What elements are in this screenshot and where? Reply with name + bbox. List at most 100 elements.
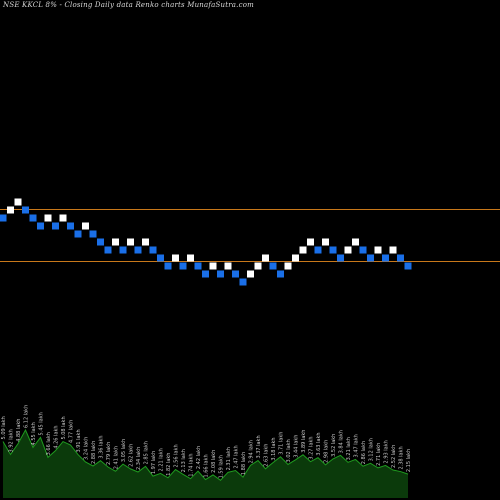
volume-label: 4.55 lakh	[31, 422, 37, 445]
volume-label: 3.84 lakh	[339, 430, 345, 453]
renko-brick-up	[247, 270, 254, 278]
renko-brick-down	[97, 238, 104, 246]
volume-label: 3.92 lakh	[9, 429, 15, 452]
volume-label: 1.97 lakh	[151, 451, 157, 474]
volume-label: 5.45 lakh	[39, 412, 45, 435]
renko-brick-down	[329, 246, 337, 254]
volume-label: 3.18 lakh	[271, 437, 277, 460]
volume-label: 3.47 lakh	[354, 434, 360, 457]
renko-brick-down	[397, 254, 404, 262]
renko-brick-up	[344, 246, 352, 254]
renko-brick-up	[127, 238, 134, 246]
volume-label: 2.93 lakh	[384, 440, 390, 463]
volume-label: 5.08 lakh	[61, 416, 67, 439]
renko-brick-up	[142, 238, 149, 246]
volume-label: 3.44 lakh	[294, 435, 300, 458]
volume-line	[2, 428, 409, 481]
volume-label: 2.98 lakh	[324, 440, 330, 463]
renko-brick-down	[37, 222, 44, 230]
volume-label: 3.66 lakh	[46, 432, 52, 455]
volume-label: 3.05 lakh	[121, 439, 127, 462]
renko-brick-down	[202, 270, 209, 278]
volume-label: 3.91 lakh	[76, 429, 82, 452]
volume-label: 2.13 lakh	[181, 449, 187, 472]
renko-brick-up	[14, 198, 22, 206]
renko-brick-up	[374, 246, 382, 254]
renko-brick-up	[209, 262, 217, 270]
renko-brick-down	[22, 206, 29, 214]
volume-label: 2.31 lakh	[226, 447, 232, 470]
renko-brick-up	[44, 214, 52, 222]
renko-brick-down	[179, 262, 187, 270]
volume-label: 2.71 lakh	[376, 443, 382, 466]
volume-label: 2.86 lakh	[361, 441, 367, 464]
renko-brick-up	[292, 254, 299, 262]
volume-label: 2.42 lakh	[196, 446, 202, 469]
volume-label: 1.59 lakh	[219, 455, 225, 478]
renko-brick-up	[187, 254, 194, 262]
renko-brick-up	[254, 262, 262, 270]
renko-brick-down	[0, 214, 7, 222]
volume-label: 3.52 lakh	[331, 434, 337, 457]
renko-brick-down	[67, 222, 74, 230]
renko-brick-up	[7, 206, 14, 214]
renko-brick-up	[224, 262, 232, 270]
volume-label: 2.34 lakh	[136, 447, 142, 470]
volume-label: 3.63 lakh	[316, 432, 322, 455]
volume-label: 1.66 lakh	[204, 454, 210, 477]
renko-brick-down	[104, 246, 112, 254]
renko-brick-down	[52, 222, 59, 230]
volume-label: 3.71 lakh	[279, 432, 285, 455]
volume-label: 2.47 lakh	[234, 445, 240, 468]
volume-label: 3.89 lakh	[301, 430, 307, 453]
renko-brick-up	[59, 214, 67, 222]
renko-brick-down	[232, 270, 239, 278]
renko-brick-up	[307, 238, 314, 246]
reference-lines	[0, 209, 500, 262]
renko-brick-down	[382, 254, 389, 262]
renko-brick-down	[134, 246, 142, 254]
renko-brick-down	[194, 262, 202, 270]
volume-area-fill	[3, 430, 408, 498]
renko-brick-up	[82, 222, 89, 230]
volume-label: 5.09 lakh	[1, 416, 7, 439]
volume-label: 4.77 lakh	[69, 420, 75, 443]
volume-label: 2.41 lakh	[114, 446, 120, 469]
volume-label: 3.24 lakh	[84, 437, 90, 460]
renko-brick-up	[112, 238, 119, 246]
renko-brick-up	[172, 254, 179, 262]
renko-brick-down	[239, 278, 247, 286]
renko-bricks	[0, 198, 412, 286]
renko-brick-down	[164, 262, 172, 270]
volume-label: 1.88 lakh	[241, 452, 247, 475]
renko-brick-down	[89, 230, 97, 238]
renko-brick-down	[359, 246, 367, 254]
volume-label: 2.38 lakh	[399, 446, 405, 469]
volume-label: 3.02 lakh	[286, 439, 292, 462]
volume-label: 1.74 lakh	[189, 453, 195, 476]
renko-brick-up	[284, 262, 292, 270]
volume-label: 2.63 lakh	[264, 444, 270, 467]
renko-brick-down	[157, 254, 164, 262]
volume-label: 2.62 lakh	[129, 444, 135, 467]
chart-title: NSE KKCL 8% - Closing Daily data Renko c…	[3, 1, 254, 9]
volume-label: 2.79 lakh	[106, 442, 112, 465]
volume-label: 2.94 lakh	[249, 440, 255, 463]
volume-label: 1.82 lakh	[166, 453, 172, 476]
volume-label: 2.88 lakh	[91, 441, 97, 464]
renko-brick-down	[367, 254, 374, 262]
volume-label: 2.56 lakh	[174, 444, 180, 467]
renko-brick-down	[149, 246, 157, 254]
volume-label: 3.21 lakh	[346, 437, 352, 460]
renko-brick-down	[277, 270, 284, 278]
volume-label: 4.88 lakh	[16, 419, 22, 442]
volume-label: 2.08 lakh	[211, 450, 217, 473]
renko-brick-up	[352, 238, 359, 246]
volume-label: 3.37 lakh	[256, 435, 262, 458]
renko-brick-down	[29, 214, 37, 222]
volume-label: 3.36 lakh	[99, 435, 105, 458]
volume-label: 6.12 lakh	[24, 405, 30, 428]
